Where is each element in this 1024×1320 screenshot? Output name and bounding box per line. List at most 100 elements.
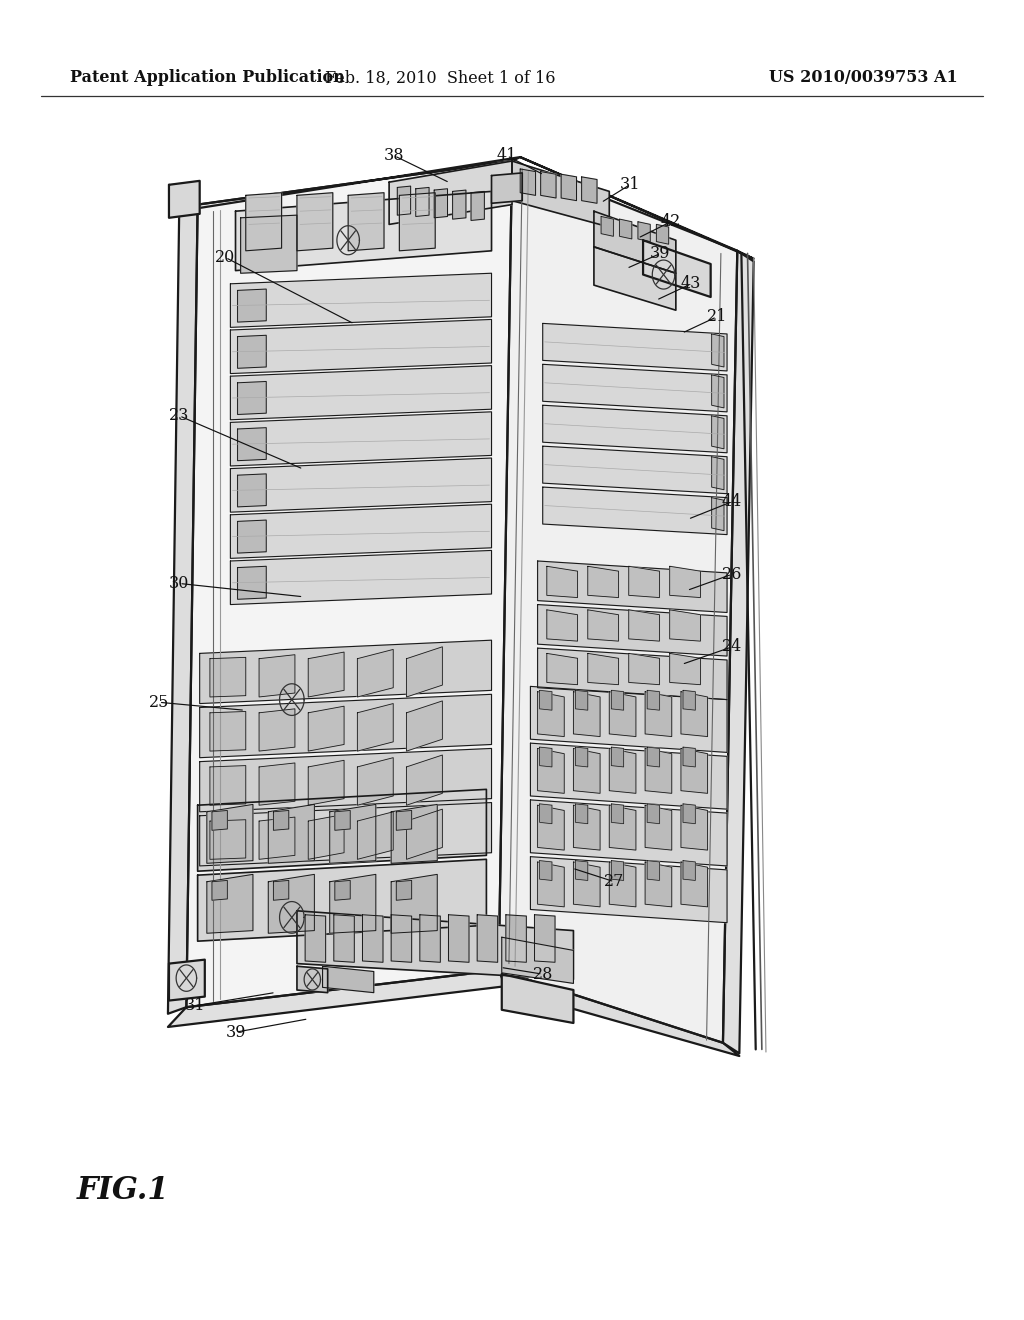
Polygon shape xyxy=(407,809,442,859)
Polygon shape xyxy=(538,692,564,737)
Polygon shape xyxy=(670,566,700,598)
Polygon shape xyxy=(308,706,344,751)
Polygon shape xyxy=(207,804,253,863)
Polygon shape xyxy=(611,690,624,710)
Polygon shape xyxy=(200,694,492,758)
Polygon shape xyxy=(535,915,555,962)
Polygon shape xyxy=(520,157,754,259)
Polygon shape xyxy=(434,189,447,218)
Polygon shape xyxy=(683,861,695,880)
Polygon shape xyxy=(273,810,289,830)
Polygon shape xyxy=(540,804,552,824)
Text: 23: 23 xyxy=(169,408,189,424)
Polygon shape xyxy=(647,804,659,824)
Text: Patent Application Publication: Patent Application Publication xyxy=(70,70,344,87)
Polygon shape xyxy=(540,690,552,710)
Polygon shape xyxy=(561,174,577,201)
Polygon shape xyxy=(168,205,198,1014)
Polygon shape xyxy=(210,820,246,859)
Text: 21: 21 xyxy=(707,309,727,325)
Polygon shape xyxy=(540,861,552,880)
Polygon shape xyxy=(259,709,295,751)
Polygon shape xyxy=(238,428,266,461)
Polygon shape xyxy=(656,224,669,244)
Polygon shape xyxy=(609,805,636,850)
Polygon shape xyxy=(449,915,469,962)
Polygon shape xyxy=(629,566,659,598)
Polygon shape xyxy=(389,161,512,224)
Polygon shape xyxy=(416,187,429,216)
Polygon shape xyxy=(530,800,727,866)
Polygon shape xyxy=(712,457,724,490)
Polygon shape xyxy=(396,880,412,900)
Polygon shape xyxy=(407,647,442,697)
Polygon shape xyxy=(543,405,727,453)
Polygon shape xyxy=(308,652,344,697)
Polygon shape xyxy=(582,177,597,203)
Polygon shape xyxy=(241,215,297,273)
Polygon shape xyxy=(297,911,573,979)
Polygon shape xyxy=(391,874,437,933)
Polygon shape xyxy=(499,970,739,1056)
Polygon shape xyxy=(712,416,724,449)
Polygon shape xyxy=(200,803,492,866)
Polygon shape xyxy=(297,193,333,251)
Polygon shape xyxy=(453,190,466,219)
Text: Feb. 18, 2010  Sheet 1 of 16: Feb. 18, 2010 Sheet 1 of 16 xyxy=(325,70,556,87)
Polygon shape xyxy=(643,240,711,297)
Polygon shape xyxy=(207,874,253,933)
Polygon shape xyxy=(200,640,492,704)
Polygon shape xyxy=(335,880,350,900)
Polygon shape xyxy=(543,323,727,371)
Polygon shape xyxy=(259,655,295,697)
Text: 27: 27 xyxy=(604,874,625,890)
Text: 30: 30 xyxy=(169,576,189,591)
Polygon shape xyxy=(273,880,289,900)
Polygon shape xyxy=(169,181,200,218)
Polygon shape xyxy=(645,805,672,850)
Text: 39: 39 xyxy=(650,246,671,261)
Polygon shape xyxy=(230,412,492,466)
Polygon shape xyxy=(230,504,492,558)
Polygon shape xyxy=(210,711,246,751)
Polygon shape xyxy=(297,966,328,993)
Polygon shape xyxy=(670,653,700,685)
Polygon shape xyxy=(492,173,522,203)
Polygon shape xyxy=(308,814,344,859)
Polygon shape xyxy=(683,804,695,824)
Polygon shape xyxy=(305,915,326,962)
Polygon shape xyxy=(362,915,383,962)
Polygon shape xyxy=(645,692,672,737)
Polygon shape xyxy=(238,335,266,368)
Polygon shape xyxy=(611,861,624,880)
Polygon shape xyxy=(683,690,695,710)
Polygon shape xyxy=(334,915,354,962)
Polygon shape xyxy=(399,193,435,251)
Polygon shape xyxy=(391,915,412,962)
Polygon shape xyxy=(620,219,632,239)
Polygon shape xyxy=(330,874,376,933)
Text: 26: 26 xyxy=(722,566,742,582)
Polygon shape xyxy=(712,334,724,367)
Polygon shape xyxy=(594,211,676,273)
Text: 38: 38 xyxy=(384,148,404,164)
Polygon shape xyxy=(609,692,636,737)
Polygon shape xyxy=(530,686,727,752)
Polygon shape xyxy=(538,862,564,907)
Polygon shape xyxy=(575,747,588,767)
Text: 39: 39 xyxy=(225,1024,246,1040)
Polygon shape xyxy=(538,605,727,656)
Polygon shape xyxy=(573,748,600,793)
Polygon shape xyxy=(588,566,618,598)
Polygon shape xyxy=(198,789,486,871)
Text: 31: 31 xyxy=(620,177,640,193)
Polygon shape xyxy=(681,862,708,907)
Polygon shape xyxy=(236,191,492,271)
Polygon shape xyxy=(681,805,708,850)
Text: 31: 31 xyxy=(184,998,205,1014)
Polygon shape xyxy=(538,748,564,793)
Polygon shape xyxy=(506,915,526,962)
Polygon shape xyxy=(186,161,512,1007)
Polygon shape xyxy=(238,474,266,507)
Polygon shape xyxy=(647,690,659,710)
